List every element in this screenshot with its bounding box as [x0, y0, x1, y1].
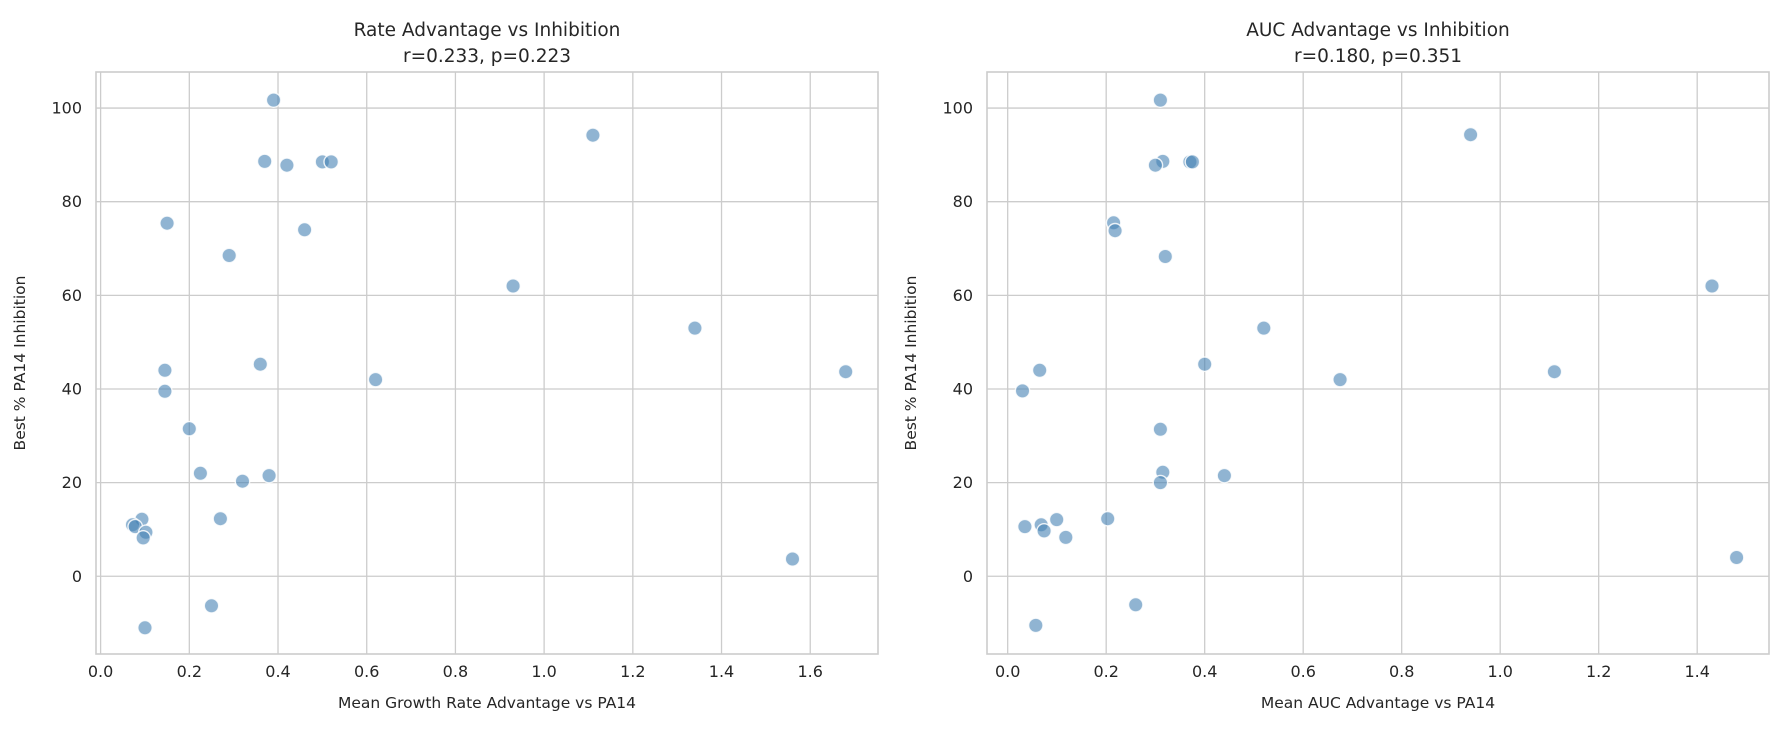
scatter-point: [367, 371, 384, 388]
scatter-point: [1332, 371, 1348, 388]
y-tick-label: 100: [51, 99, 82, 118]
scatter-point: [234, 473, 251, 490]
scatter-point: [1027, 617, 1044, 634]
scatter-point: [221, 247, 238, 264]
scatter-point: [1127, 596, 1144, 613]
scatter-point: [252, 356, 269, 373]
scatter-point: [1048, 511, 1065, 528]
scatter-point: [203, 597, 220, 614]
scatter-point: [159, 215, 176, 232]
scatter-point: [1184, 153, 1201, 170]
plot-frame: [95, 71, 879, 655]
y-tick-label: 40: [62, 380, 82, 399]
scatter-point: [135, 530, 152, 546]
scatter-point: [1216, 467, 1233, 484]
scatter-point: [323, 153, 340, 170]
scatter-point: [181, 420, 198, 437]
y-tick-label: 0: [963, 567, 973, 586]
scatter-point: [505, 278, 521, 294]
scatter-point: [1152, 92, 1169, 109]
scatter-point: [192, 465, 209, 482]
x-tick-label: 0.0: [88, 662, 113, 681]
scatter-point: [687, 320, 703, 336]
scatter-point: [1152, 474, 1169, 491]
scatter-point: [1546, 363, 1563, 380]
scatter-point: [1152, 421, 1169, 438]
scatter-point: [156, 362, 173, 379]
y-tick-label: 80: [62, 192, 82, 211]
x-tick-label: 1.6: [797, 662, 822, 681]
scatter-point: [1036, 523, 1053, 539]
scatter-point: [1255, 320, 1272, 336]
scatter-point: [1728, 549, 1745, 566]
x-tick-label: 0.4: [265, 662, 290, 681]
scatter-point: [261, 467, 277, 484]
y-tick-label: 60: [62, 286, 82, 305]
chart-subtitle: r=0.233, p=0.223: [403, 46, 571, 67]
x-axis-label: Mean Growth Rate Advantage vs PA14: [338, 694, 636, 712]
scatter-point: [1462, 126, 1479, 143]
y-tick-label: 20: [953, 473, 973, 492]
y-tick-label: 0: [72, 567, 82, 586]
y-axis-label: Best % PA14 Inhibition: [11, 276, 29, 451]
x-tick-label: 0.0: [995, 662, 1020, 681]
x-tick-label: 0.8: [1389, 662, 1414, 681]
scatter-point: [156, 383, 173, 400]
scatter-point: [1031, 362, 1048, 379]
x-tick-label: 1.2: [1586, 662, 1611, 681]
chart-subtitle: r=0.180, p=0.351: [1294, 46, 1462, 67]
scatter-point: [1196, 356, 1213, 373]
y-axis-label: Best % PA14 Inhibition: [902, 276, 920, 451]
x-tick-label: 1.0: [531, 662, 556, 681]
y-tick-label: 60: [953, 286, 973, 305]
y-tick-label: 40: [953, 380, 973, 399]
x-tick-label: 0.6: [1290, 662, 1315, 681]
x-axis-label: Mean AUC Advantage vs PA14: [1261, 694, 1495, 712]
chart-title: Rate Advantage vs Inhibition: [354, 20, 621, 41]
scatter-point: [1704, 278, 1720, 294]
scatter-point: [585, 127, 601, 144]
x-tick-label: 0.2: [177, 662, 202, 681]
x-tick-label: 0.6: [354, 662, 379, 681]
scatter-panel-rate: 0.0 0.2 0.4 0.6 0.8 1.0 1.2 1.4 1.6 0 20 40 60 80 100 …: [11, 20, 879, 712]
scatter-point: [1099, 510, 1116, 527]
x-tick-label: 0.2: [1093, 662, 1118, 681]
scatter-point: [296, 221, 313, 238]
scatter-point: [1107, 222, 1124, 239]
scatter-point: [1016, 518, 1033, 535]
scatter-point: [137, 619, 153, 636]
x-tick-label: 1.4: [709, 662, 734, 681]
y-tick-label: 20: [62, 473, 82, 492]
plot-area-auc: 0.0 0.2 0.4 0.6 0.8 1.0 1.2 1.4 0 20 40 60 80 100 AUC…: [902, 20, 1770, 712]
x-tick-label: 1.2: [620, 662, 645, 681]
scatter-point: [278, 157, 295, 174]
scatter-point: [784, 551, 801, 567]
scatter-point: [1147, 157, 1164, 174]
scatter-point: [1057, 529, 1074, 546]
x-tick-label: 0.8: [443, 662, 468, 681]
scatter-point: [837, 363, 854, 380]
x-tick-label: 1.0: [1487, 662, 1512, 681]
chart-title: AUC Advantage vs Inhibition: [1246, 20, 1510, 41]
scatter-point: [1157, 248, 1174, 265]
scatter-point: [256, 153, 273, 170]
plot-area-rate: 0.0 0.2 0.4 0.6 0.8 1.0 1.2 1.4 1.6020406080100 …: [11, 20, 879, 712]
scatter-point: [212, 510, 229, 527]
x-tick-label: 0.4: [1192, 662, 1217, 681]
x-tick-label: 1.4: [1684, 662, 1709, 681]
y-tick-label: 100: [942, 99, 973, 118]
plot-frame: [986, 71, 1770, 655]
scatter-point: [265, 92, 282, 109]
scatter-point: [1014, 382, 1031, 399]
scatter-panel-auc: 0.0 0.2 0.4 0.6 0.8 1.0 1.2 1.4 0 20 40 60 80 100 AUC…: [891, 0, 1782, 730]
y-tick-label: 80: [953, 192, 973, 211]
